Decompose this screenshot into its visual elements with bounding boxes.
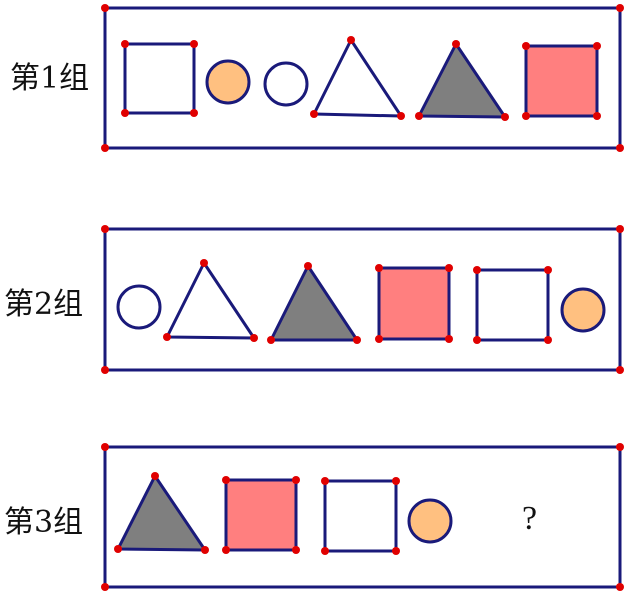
unknown-question-mark: ? (522, 500, 537, 537)
vertex-point (544, 266, 552, 274)
frame-rect (103, 6, 622, 150)
group-2-label: 第2组 (4, 287, 83, 322)
vertex-point (101, 4, 109, 12)
group-1: 第1组 (10, 4, 624, 152)
square-body (524, 44, 599, 118)
vertex-point (304, 262, 312, 270)
circle-body (407, 498, 453, 544)
vertex-point (473, 266, 481, 274)
vertex-point (101, 144, 109, 152)
group-2-frame (101, 225, 624, 374)
group-1-circle-orange (205, 59, 251, 105)
vertex-point (452, 40, 460, 48)
circle-body (205, 59, 251, 105)
circle-body (116, 284, 162, 330)
vertex-point (190, 109, 198, 117)
vertex-point (375, 264, 383, 272)
group-3-frame (101, 443, 624, 591)
vertex-point (522, 112, 530, 120)
vertex-point (353, 336, 361, 344)
triangle-body (417, 42, 507, 119)
square-body (377, 266, 451, 341)
vertex-point (375, 335, 383, 343)
group-1-frame (101, 4, 624, 152)
vertex-point (292, 546, 300, 554)
vertex-point (200, 259, 208, 267)
vertex-point (250, 334, 258, 342)
group-2-circle-orange (560, 287, 606, 333)
vertex-point (190, 40, 198, 48)
vertex-point (593, 112, 601, 120)
group-1-triangle-gray (415, 40, 509, 121)
vertex-point (321, 547, 329, 555)
group-3-circle-orange (407, 498, 453, 544)
group-1-square-white (121, 40, 198, 117)
vertex-point (163, 333, 171, 341)
vertex-point (121, 40, 129, 48)
vertex-point (397, 112, 405, 120)
triangle-body (269, 264, 359, 342)
vertex-point (321, 477, 329, 485)
square-body (224, 478, 298, 552)
vertex-point (445, 264, 453, 272)
square-body (475, 268, 550, 342)
group-2: 第2组 (4, 225, 624, 374)
group-2-triangle-gray (267, 262, 361, 344)
vertex-point (522, 42, 530, 50)
vertex-point (616, 144, 624, 152)
vertex-point (392, 477, 400, 485)
vertex-point (501, 113, 509, 121)
vertex-point (593, 42, 601, 50)
vertex-point (473, 336, 481, 344)
vertex-point (201, 546, 209, 554)
vertex-point (151, 472, 159, 480)
vertex-point (114, 545, 122, 553)
vertex-point (392, 547, 400, 555)
group-3: 第3组 ? (4, 443, 624, 591)
vertex-point (101, 443, 109, 451)
group-2-square-white (473, 266, 552, 344)
vertex-point (616, 443, 624, 451)
circle-body (263, 61, 309, 107)
group-3-triangle-gray (114, 472, 209, 554)
vertex-point (616, 4, 624, 12)
circle-body (560, 287, 606, 333)
group-1-triangle-white (310, 36, 405, 120)
triangle-body (165, 261, 256, 340)
vertex-point (616, 366, 624, 374)
vertex-point (101, 366, 109, 374)
vertex-point (121, 109, 129, 117)
group-2-square-pink (375, 264, 453, 343)
vertex-point (310, 110, 318, 118)
vertex-point (101, 225, 109, 233)
frame-rect (103, 445, 622, 589)
group-3-square-pink (222, 476, 300, 554)
vertex-point (222, 546, 230, 554)
group-3-square-white (321, 477, 400, 555)
square-body (323, 479, 398, 553)
group-1-circle-white (263, 61, 309, 107)
vertex-point (415, 112, 423, 120)
frame-rect (103, 227, 622, 372)
vertex-point (292, 476, 300, 484)
group-2-triangle-white (163, 259, 258, 342)
vertex-point (616, 225, 624, 233)
vertex-point (544, 336, 552, 344)
triangle-body (116, 474, 207, 552)
group-1-square-pink (522, 42, 601, 120)
vertex-point (222, 476, 230, 484)
square-body (123, 42, 196, 115)
group-2-circle-white (116, 284, 162, 330)
vertex-point (101, 583, 109, 591)
vertex-point (267, 336, 275, 344)
group-1-label: 第1组 (10, 61, 89, 96)
vertex-point (347, 36, 355, 44)
vertex-point (445, 335, 453, 343)
group-3-label: 第3组 (4, 505, 83, 540)
vertex-point (616, 583, 624, 591)
triangle-body (312, 38, 403, 118)
